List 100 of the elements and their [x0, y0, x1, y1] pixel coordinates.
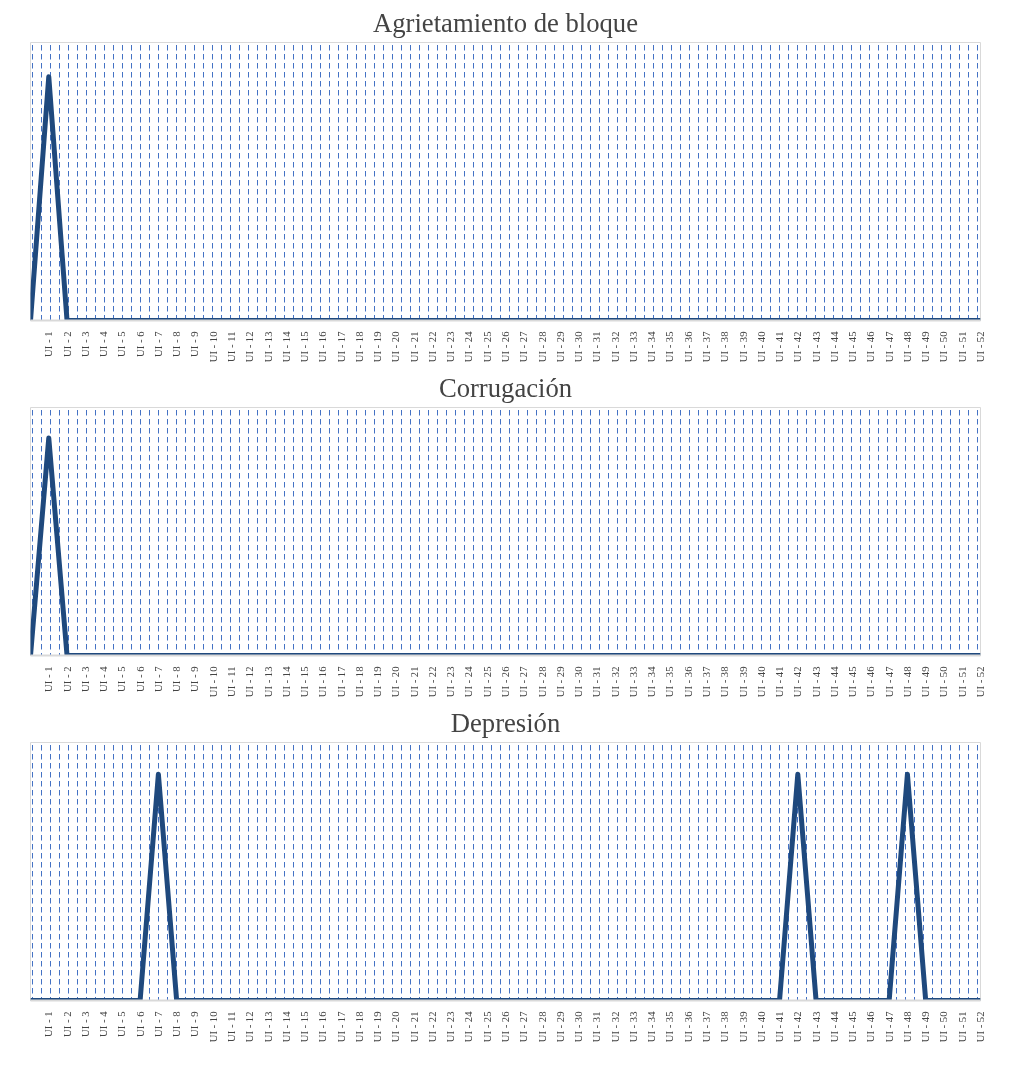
x-tick-label: UI - 36	[682, 330, 694, 363]
x-tick-label: UI - 31	[591, 331, 603, 363]
x-tick-label: UI - 20	[390, 331, 402, 363]
x-tick-label: UI - 11	[225, 1011, 237, 1042]
x-tick-label: UI - 52	[975, 331, 986, 363]
x-tick-label: UI - 18	[353, 1011, 365, 1043]
x-tick-label: UI - 19	[372, 666, 384, 698]
x-tick-label: UI - 23	[445, 1011, 457, 1043]
x-tick-label: UI - 3	[79, 331, 91, 357]
x-tick-label: UI - 37	[700, 330, 712, 363]
x-tick-label: UI - 47	[883, 330, 895, 363]
x-tick-label: UI - 41	[774, 1011, 786, 1043]
x-tick-label: UI - 40	[755, 1011, 767, 1043]
x-tick-label: UI - 44	[828, 1010, 840, 1043]
x-tick-label: UI - 4	[98, 665, 110, 692]
x-tick-label: UI - 49	[920, 666, 932, 698]
x-tick-label: UI - 38	[719, 666, 731, 698]
x-tick-label: UI - 1	[43, 666, 55, 692]
x-tick-label: UI - 33	[627, 1011, 639, 1043]
x-tick-label: UI - 45	[847, 666, 859, 698]
x-tick-label: UI - 31	[591, 1011, 603, 1043]
x-tick-label: UI - 41	[774, 331, 786, 363]
x-tick-label: UI - 6	[134, 330, 146, 357]
x-tick-label: UI - 29	[554, 666, 566, 698]
x-tick-label: UI - 21	[408, 666, 420, 698]
x-tick-label: UI - 9	[189, 331, 201, 357]
x-tick-label: UI - 39	[737, 1011, 749, 1043]
x-tick-label: UI - 47	[883, 665, 895, 698]
x-tick-label: UI - 51	[956, 666, 968, 698]
x-tick-label: UI - 7	[152, 665, 164, 692]
x-tick-label: UI - 44	[828, 330, 840, 363]
x-tick-label: UI - 52	[975, 666, 986, 698]
x-tick-label: UI - 30	[573, 1011, 585, 1043]
x-tick-label: UI - 36	[682, 1010, 694, 1043]
x-tick-label: UI - 22	[426, 1011, 438, 1043]
x-tick-label: UI - 49	[920, 331, 932, 363]
x-tick-label: UI - 10	[207, 666, 219, 698]
x-tick-label: UI - 26	[500, 330, 511, 363]
x-tick-label: UI - 32	[609, 1011, 621, 1043]
x-tick-label: UI - 42	[792, 666, 804, 698]
x-tick-label: UI - 51	[956, 331, 968, 363]
x-tick-label: UI - 20	[390, 666, 402, 698]
x-tick-label: UI - 43	[810, 1011, 822, 1043]
x-tick-label: UI - 4	[98, 1010, 110, 1037]
x-tick-label: UI - 16	[317, 665, 329, 698]
x-tick-label: UI - 36	[682, 665, 694, 698]
x-tick-label: UI - 22	[426, 331, 438, 363]
x-tick-label: UI - 51	[956, 1011, 968, 1043]
x-tick-label: UI - 4	[98, 330, 110, 357]
x-tick-label: UI - 8	[171, 331, 183, 357]
x-tick-label: UI - 33	[627, 331, 639, 363]
x-tick-label: UI - 3	[79, 666, 91, 692]
x-tick-label: UI - 25	[481, 331, 493, 363]
x-tick-label: UI - 46	[865, 665, 877, 698]
x-tick-label: UI - 47	[883, 1010, 895, 1043]
x-tick-label: UI - 17	[335, 665, 347, 698]
x-tick-label: UI - 52	[975, 1011, 986, 1043]
x-tick-label: UI - 18	[353, 331, 365, 363]
x-tick-label: UI - 8	[171, 666, 183, 692]
x-tick-label: UI - 15	[299, 331, 311, 363]
x-tick-label: UI - 5	[116, 666, 128, 692]
x-tick-label: UI - 43	[810, 331, 822, 363]
x-tick-label: UI - 29	[554, 1011, 566, 1043]
x-tick-label: UI - 13	[262, 666, 274, 698]
x-tick-label: UI - 41	[774, 666, 786, 698]
x-tick-label: UI - 2	[61, 666, 73, 692]
x-tick-label: UI - 6	[134, 1010, 146, 1037]
x-tick-label: UI - 3	[79, 1011, 91, 1037]
x-tick-label: UI - 11	[225, 331, 237, 362]
x-tick-label: UI - 48	[901, 331, 913, 363]
x-tick-label: UI - 25	[481, 666, 493, 698]
x-tick-label: UI - 8	[171, 1011, 183, 1037]
x-tick-label: UI - 40	[755, 666, 767, 698]
x-tick-label: UI - 7	[152, 330, 164, 357]
x-tick-label: UI - 12	[244, 666, 256, 698]
x-tick-label: UI - 30	[573, 666, 585, 698]
x-tick-label: UI - 39	[737, 666, 749, 698]
x-tick-label: UI - 28	[536, 331, 548, 363]
x-tick-label: UI - 23	[445, 331, 457, 363]
x-tick-label: UI - 15	[299, 666, 311, 698]
x-tick-label: UI - 37	[700, 665, 712, 698]
x-tick-label: UI - 2	[61, 1011, 73, 1037]
x-tick-label: UI - 24	[463, 1010, 475, 1043]
x-tick-label: UI - 13	[262, 1011, 274, 1043]
x-tick-label: UI - 50	[938, 331, 950, 363]
x-tick-label: UI - 19	[372, 331, 384, 363]
chart-title: Depresión	[450, 707, 561, 738]
x-tick-label: UI - 35	[664, 666, 676, 698]
x-tick-label: UI - 5	[116, 1011, 128, 1037]
x-tick-label: UI - 7	[152, 1010, 164, 1037]
x-tick-label: UI - 27	[518, 1010, 530, 1043]
x-tick-label: UI - 49	[920, 1011, 932, 1043]
x-tick-label: UI - 27	[518, 330, 530, 363]
x-tick-label: UI - 10	[207, 331, 219, 363]
x-tick-label: UI - 32	[609, 331, 621, 363]
x-tick-label: UI - 39	[737, 331, 749, 363]
x-tick-label: UI - 28	[536, 666, 548, 698]
x-tick-label: UI - 14	[280, 665, 292, 698]
x-tick-label: UI - 46	[865, 1010, 877, 1043]
x-tick-label: UI - 50	[938, 1011, 950, 1043]
